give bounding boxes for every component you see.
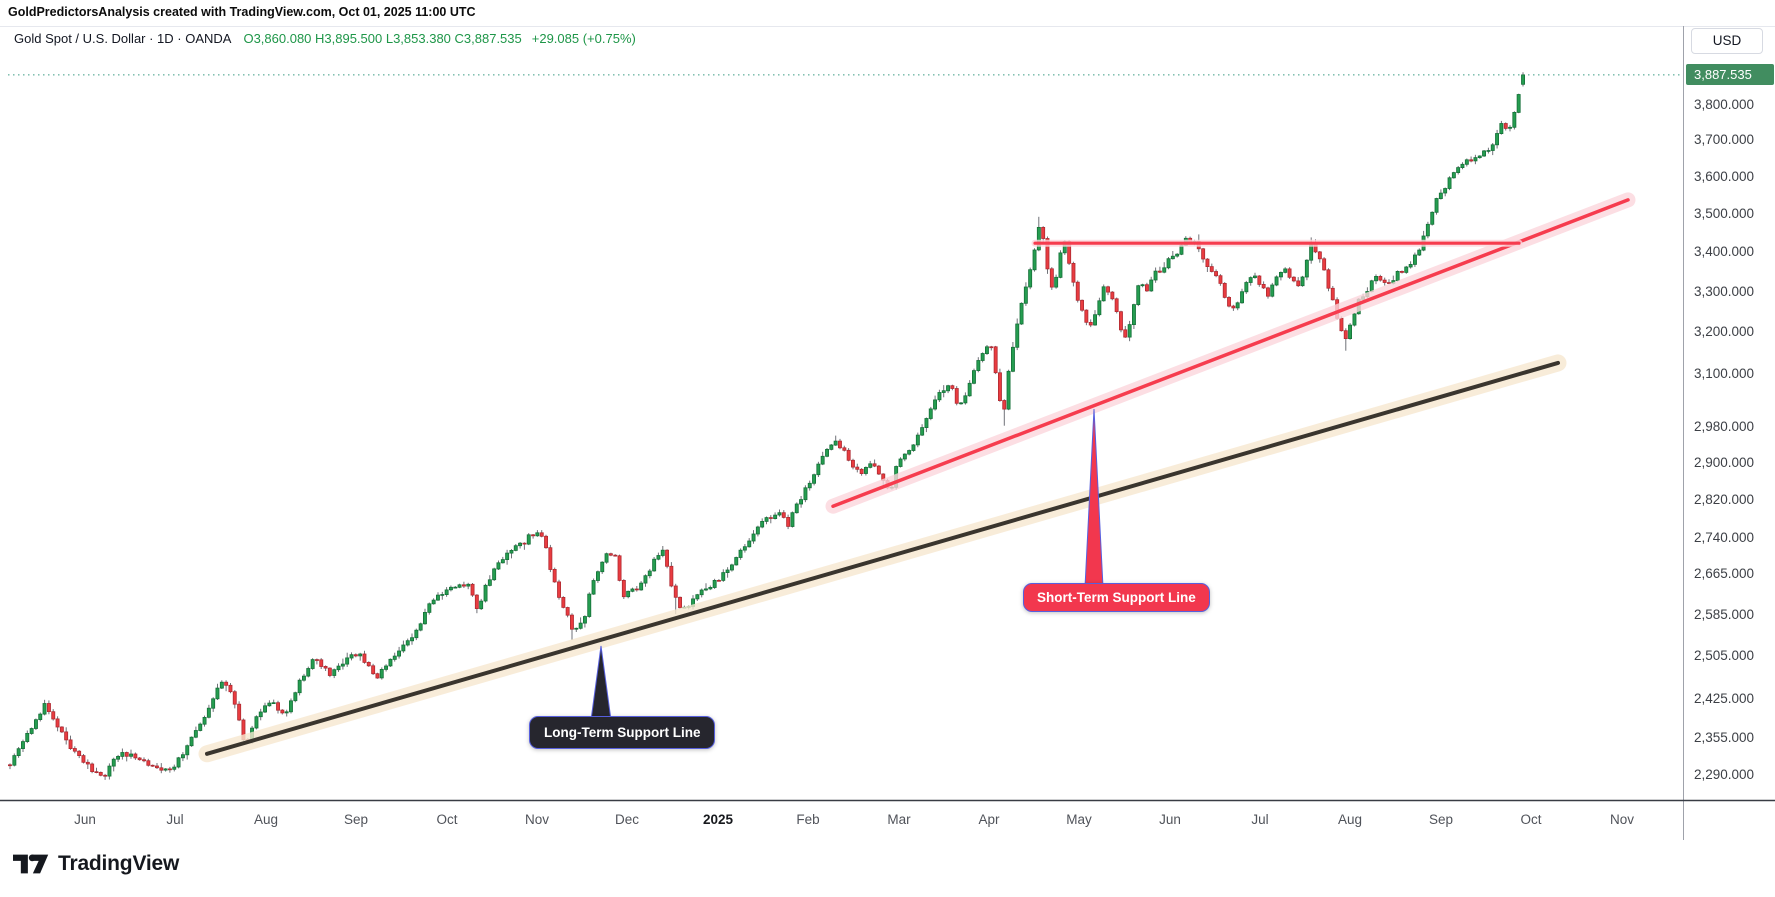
time-tick-label: Jun bbox=[1159, 812, 1181, 827]
long-term-support-line bbox=[205, 360, 1560, 756]
time-tick-label: Aug bbox=[1337, 812, 1363, 827]
short-term-support-label[interactable]: Short-Term Support Line bbox=[1023, 583, 1210, 612]
time-tick-label: Sep bbox=[1428, 812, 1454, 827]
price-tick-label: 3,500.000 bbox=[1694, 205, 1755, 221]
price-tick-label: 3,100.000 bbox=[1694, 366, 1755, 382]
time-tick-label: Mar bbox=[887, 812, 911, 827]
price-tick-label: 2,355.000 bbox=[1694, 729, 1755, 745]
price-tick-label: 3,400.000 bbox=[1694, 244, 1755, 260]
price-tick-label: 3,600.000 bbox=[1694, 168, 1755, 184]
tradingview-logo-text: TradingView bbox=[58, 852, 180, 875]
long-term-support-pointer bbox=[590, 645, 612, 721]
currency-label: USD bbox=[1691, 28, 1763, 54]
candle-bodies bbox=[7, 74, 1525, 777]
price-tick-label: 3,200.000 bbox=[1694, 324, 1755, 340]
time-tick-label: Nov bbox=[1609, 812, 1635, 827]
price-tick-label: 2,425.000 bbox=[1694, 691, 1755, 707]
candle-wicks bbox=[9, 72, 1524, 780]
symbol-title: Gold Spot / U.S. Dollar · 1D · OANDA bbox=[14, 31, 232, 46]
symbol-legend: Gold Spot / U.S. Dollar · 1D · OANDA O3,8… bbox=[14, 31, 646, 46]
price-tick-label: 2,740.000 bbox=[1694, 529, 1755, 545]
price-tick-label: 3,700.000 bbox=[1694, 132, 1755, 148]
price-tick-label: 2,290.000 bbox=[1694, 767, 1755, 782]
time-tick-label: Dec bbox=[614, 812, 640, 827]
time-tick-label: Apr bbox=[978, 812, 1000, 827]
price-tick-label: 2,980.000 bbox=[1694, 418, 1755, 434]
price-tick-label: 2,820.000 bbox=[1694, 491, 1755, 507]
time-tick-label: Oct bbox=[1520, 812, 1542, 827]
last-price-badge: 3,887.535 bbox=[1686, 64, 1774, 86]
price-tick-label: 3,800.000 bbox=[1694, 97, 1755, 112]
time-tick-label: Nov bbox=[524, 812, 550, 827]
watermark-text: GoldPredictorsAnalysis created with Trad… bbox=[8, 5, 476, 19]
time-tick-label: Jul bbox=[166, 812, 184, 827]
time-tick-label: May bbox=[1066, 812, 1092, 827]
tradingview-logo-icon bbox=[13, 854, 49, 874]
time-tick-label: Jun bbox=[74, 812, 96, 827]
price-tick-label: 2,665.000 bbox=[1694, 566, 1755, 582]
time-tick-label: Aug bbox=[253, 812, 279, 827]
time-tick-label: Sep bbox=[343, 812, 369, 827]
price-tick-label: 2,505.000 bbox=[1694, 648, 1755, 664]
ohlc-values: O3,860.080 H3,895.500 L3,853.380 C3,887.… bbox=[243, 31, 522, 46]
price-tick-label: 2,585.000 bbox=[1694, 606, 1755, 622]
price-tick-label: 3,300.000 bbox=[1694, 283, 1755, 299]
change-value: +29.085 (+0.75%) bbox=[531, 31, 636, 46]
short-term-support-line bbox=[831, 198, 1630, 508]
time-tick-label: Feb bbox=[796, 812, 820, 827]
time-tick-label: 2025 bbox=[702, 812, 734, 827]
time-tick-label: Oct bbox=[436, 812, 458, 827]
tradingview-logo[interactable]: TradingView bbox=[13, 851, 179, 877]
long-term-support-label[interactable]: Long-Term Support Line bbox=[529, 716, 716, 749]
time-tick-label: Jul bbox=[1251, 812, 1269, 827]
price-tick-label: 2,900.000 bbox=[1694, 454, 1755, 470]
